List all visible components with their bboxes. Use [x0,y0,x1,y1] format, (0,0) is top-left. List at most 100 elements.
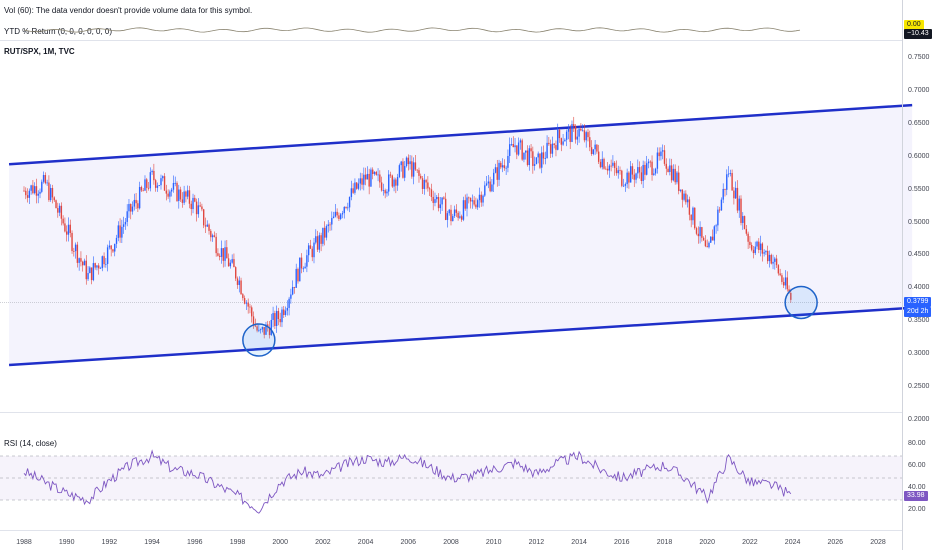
candle-body [729,173,732,174]
candle-body [110,245,112,250]
candle-body [114,243,116,252]
time-axis-label: 1998 [229,539,246,546]
candle-body [416,169,418,171]
candle-body [199,205,201,207]
candle-body [398,165,401,178]
candle-body [213,235,216,237]
candle-body [484,185,486,196]
candle-body [697,233,700,237]
candle-body [288,298,290,308]
candle-body [585,132,587,141]
candle-body [532,151,534,166]
candle-body [210,230,212,238]
candle-body [272,313,274,320]
candle-body [238,280,240,285]
candle-body [724,188,726,190]
candle-body [307,245,310,256]
candle-body [46,182,48,184]
symbol-title[interactable]: RUT/SPX, 1M, TVC [4,47,75,56]
panel-separator [0,40,902,41]
candle-body [405,157,408,167]
candle-body [126,211,128,222]
candle-body [555,145,557,150]
candle-body [750,244,753,250]
candle-body [733,190,735,199]
candle-body [306,255,308,267]
candle-body [452,216,454,222]
candle-body [786,277,788,290]
candle-body [686,199,689,203]
candle-body [565,131,568,140]
candle-body [366,173,369,180]
candle-body [92,263,95,281]
candle-body [726,174,728,190]
candle-body [439,204,442,209]
candle-body [268,327,271,336]
candle-body [411,161,413,177]
candle-body [476,200,479,208]
candle-body [498,162,500,180]
candle-body [521,140,523,160]
candle-body [245,302,248,304]
candle-body [503,165,506,169]
candle-body [149,172,152,189]
candle-body [76,244,79,263]
candle-body [631,166,634,175]
candle-body [471,200,474,202]
candle-body [468,197,470,199]
price-scale[interactable] [902,0,932,550]
candle-body [699,227,701,237]
candle-body [94,263,96,268]
candle-body [28,190,31,198]
candle-body [332,216,335,219]
candle-body [437,196,440,209]
candle-body [151,170,153,173]
candle-body [564,139,566,142]
candle-body [315,236,317,243]
candle-body [621,170,623,186]
candle-body [261,327,264,330]
candle-body [519,140,522,143]
price-tick-label: 0.4500 [908,251,930,259]
candle-body [597,151,600,162]
candle-body [542,152,545,159]
candle-body [103,256,105,265]
candle-body [254,325,256,327]
candle-body [558,129,561,139]
candle-body [82,261,84,266]
candle-body [781,275,783,282]
candle-body [493,172,495,185]
candle-body [299,257,301,282]
time-axis-label: 2004 [357,539,374,546]
candle-body [683,193,685,200]
candle-body [695,228,698,234]
candle-body [99,268,102,269]
candle-body [649,161,651,163]
candle-body [163,176,166,191]
candle-body [560,138,563,145]
channel-lower-line [8,306,913,367]
candle-body [500,162,502,168]
candle-body [309,245,312,249]
candle-body [608,165,611,171]
candle-body [204,225,207,227]
candle-body [717,209,719,226]
candle-body [539,153,541,168]
candle-body [368,173,370,187]
candle-body [341,213,344,215]
candle-body [370,169,372,187]
candle-body [208,224,210,231]
candle-body [354,182,356,193]
candle-body [667,168,669,172]
highlight-circle-1 [242,323,276,357]
candle-body [505,167,507,169]
candle-body [25,190,27,196]
candle-body [300,257,303,269]
candle-body [589,137,591,148]
candle-body [749,241,751,245]
candle-body [790,292,792,300]
candle-body [249,306,251,308]
rsi-value-badge: 33.98 [904,491,928,501]
candle-body [713,226,716,241]
